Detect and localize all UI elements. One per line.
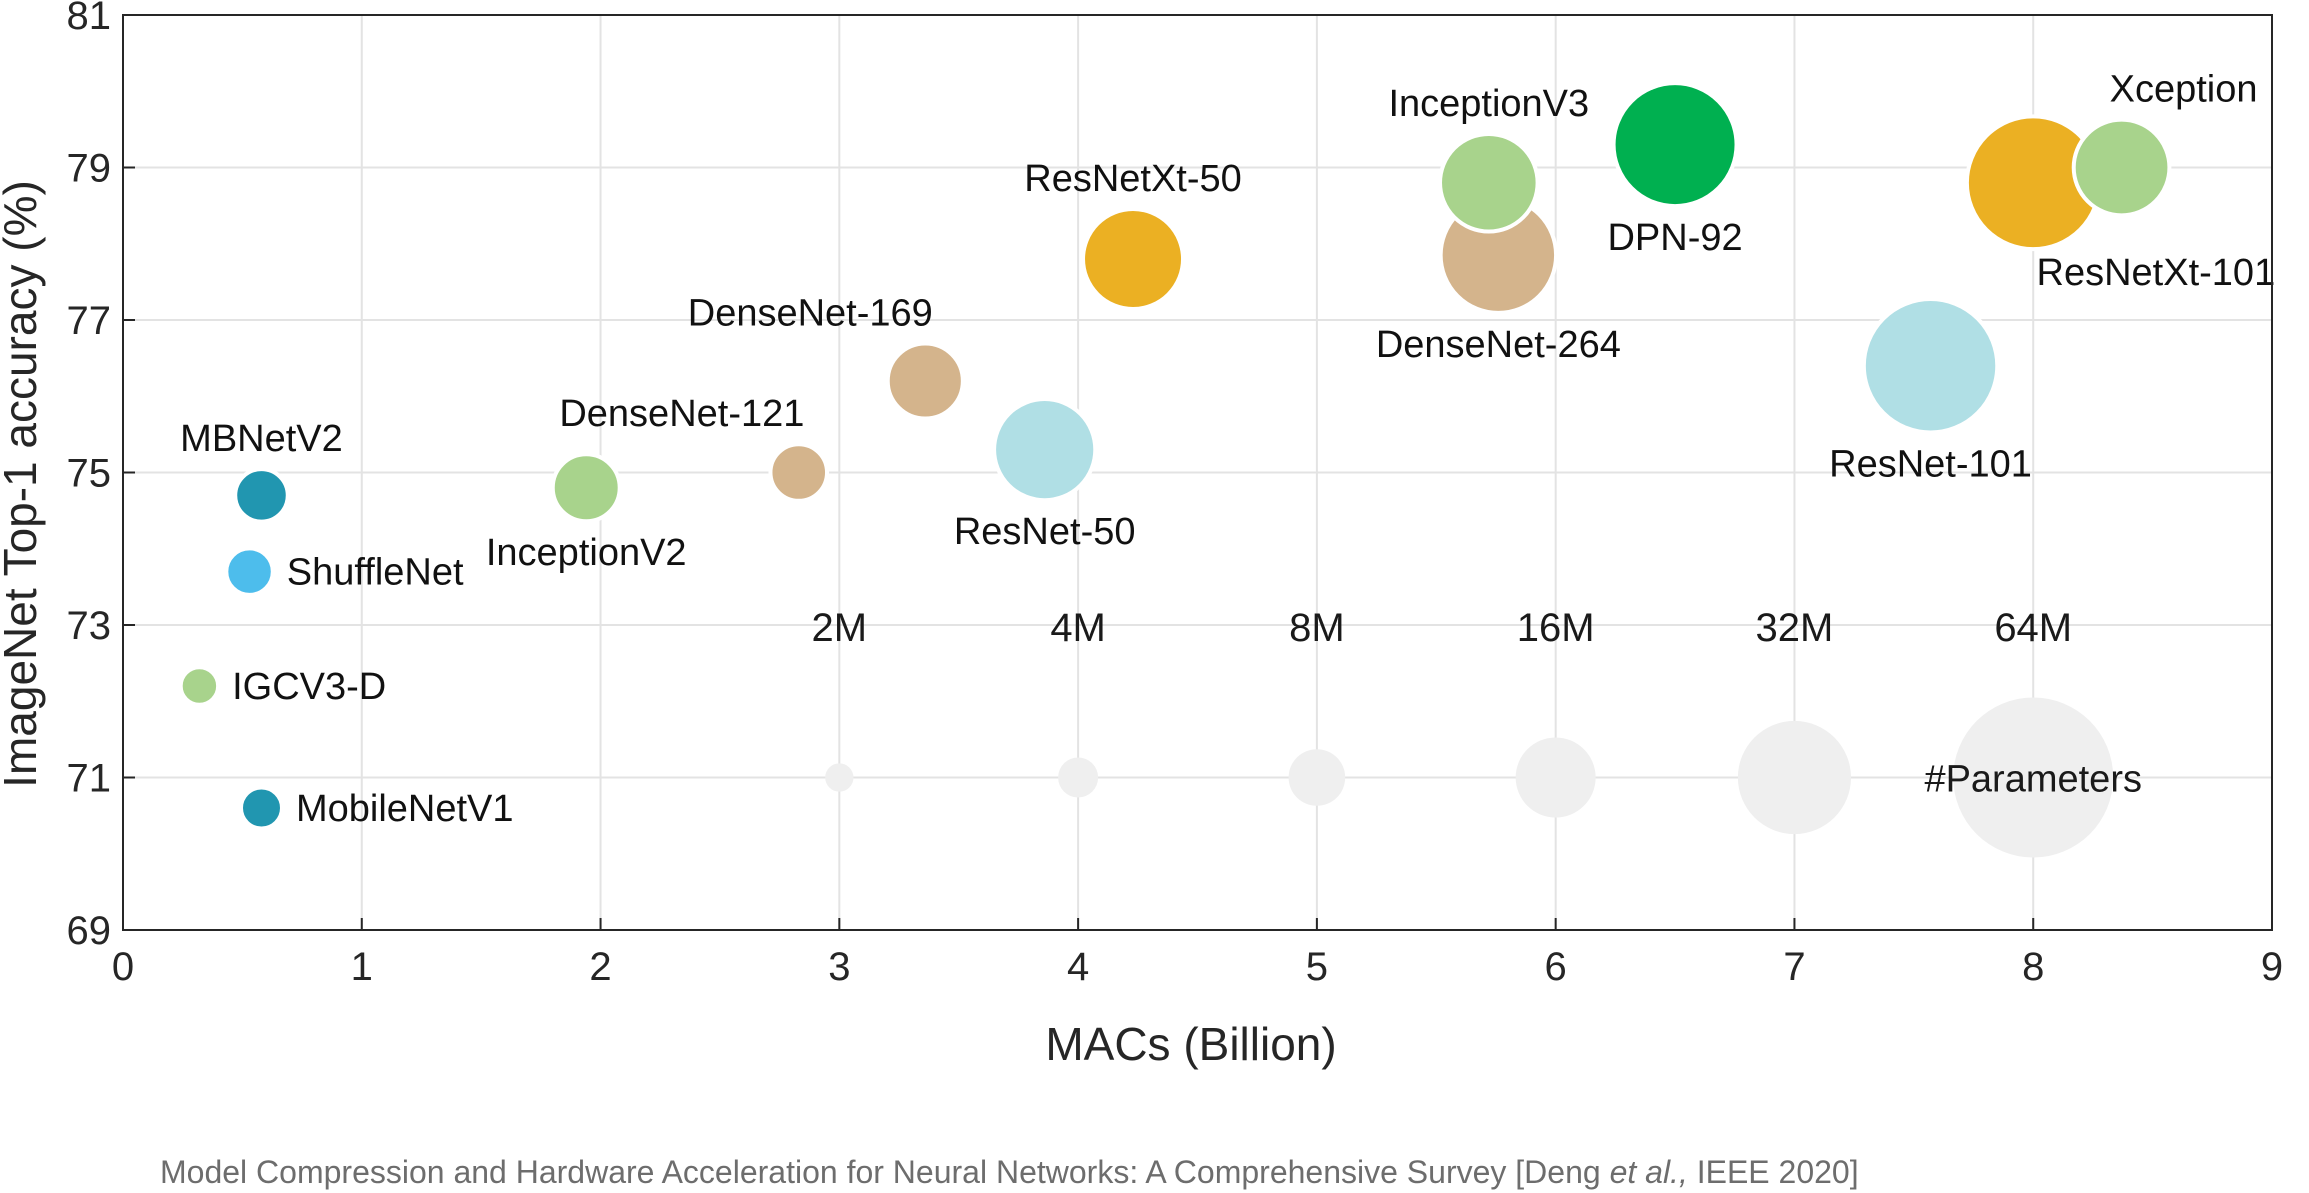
data-label: DenseNet-121: [559, 393, 804, 435]
legend-bubble: [1058, 757, 1099, 798]
legend-bubble: [1288, 749, 1346, 806]
data-label: ResNet-50: [954, 511, 1136, 553]
bubble-resnet-50: [992, 397, 1098, 503]
y-tick-label: 81: [67, 0, 112, 38]
y-tick-label: 73: [67, 604, 112, 648]
legend-size-label: 4M: [1050, 606, 1106, 650]
bubble-resnet-101: [1861, 297, 2000, 435]
x-axis-label: MACs (Billion): [1045, 1018, 1336, 1070]
y-tick-label: 77: [67, 299, 112, 343]
bubble-dpn-92: [1611, 81, 1739, 209]
bubble-inceptionv2: [550, 452, 622, 524]
y-tick-label: 75: [67, 452, 112, 496]
x-tick-label: 1: [351, 945, 373, 989]
bubble-resnetxt-50: [1081, 207, 1186, 311]
data-label: Xception: [2110, 69, 2258, 111]
y-axis-label: ImageNet Top-1 accuracy (%): [0, 180, 46, 788]
data-label: InceptionV3: [1388, 83, 1589, 125]
x-tick-label: 3: [828, 945, 850, 989]
x-tick-label: 0: [112, 945, 134, 989]
data-bubbles: [178, 81, 2172, 831]
size-legend: 2M 4M 8M 16M 32M 64M #Parameters: [812, 606, 2142, 858]
x-tick-label: 2: [589, 945, 611, 989]
data-label: ResNetXt-101: [2037, 252, 2276, 294]
bubble-densenet-169: [885, 341, 965, 421]
y-tick-label: 69: [67, 909, 112, 953]
legend-bubble: [1953, 697, 2114, 858]
x-tick-label: 5: [1306, 945, 1328, 989]
data-label: DenseNet-169: [688, 292, 933, 334]
legend-size-label: 8M: [1289, 606, 1345, 650]
bubble-mbnetv2: [233, 467, 290, 524]
caption-suffix: IEEE 2020]: [1687, 1154, 1859, 1190]
bubble-densenet-121: [768, 442, 830, 503]
data-label: MBNetV2: [180, 418, 343, 460]
legend-bubble: [1515, 737, 1596, 818]
x-tick-label: 6: [1545, 945, 1567, 989]
y-tick-label: 71: [67, 757, 112, 801]
data-label: ShuffleNet: [287, 552, 464, 594]
legend-title: #Parameters: [1924, 759, 2142, 801]
data-label: InceptionV2: [486, 532, 687, 574]
data-label: DPN-92: [1607, 217, 1742, 259]
legend-size-label: 16M: [1517, 606, 1595, 650]
legend-bubble: [825, 763, 854, 792]
bubble-xception: [2071, 117, 2172, 218]
x-tick-label: 8: [2022, 945, 2044, 989]
legend-size-label: 32M: [1756, 606, 1834, 650]
y-tick-label: 79: [67, 147, 112, 191]
bubble-igcv3-d: [178, 665, 221, 707]
bubble-inceptionv3: [1438, 131, 1540, 234]
data-label: DenseNet-264: [1376, 324, 1621, 366]
figure-caption: Model Compression and Hardware Accelerat…: [160, 1154, 1859, 1191]
x-tick-label: 7: [1783, 945, 1805, 989]
data-labels: MobileNetV1 IGCV3-D ShuffleNet MBNetV2 Incep…: [180, 69, 2275, 830]
axes: 0 1 2 3 4 5 6 7 8 9 69 71 73 75 77 79 81: [67, 0, 2284, 989]
bubble-mobilenetv1: [238, 785, 284, 831]
data-label: MobileNetV1: [296, 788, 514, 830]
caption-prefix: Model Compression and Hardware Accelerat…: [160, 1154, 1610, 1190]
data-label: IGCV3-D: [232, 666, 386, 708]
legend-size-label: 2M: [812, 606, 868, 650]
x-tick-label: 9: [2261, 945, 2283, 989]
legend-bubble: [1737, 720, 1852, 835]
caption-italic: et al.,: [1609, 1154, 1688, 1190]
bubble-shufflenet: [224, 546, 275, 597]
x-tick-label: 4: [1067, 945, 1089, 989]
data-label: ResNet-101: [1829, 443, 2032, 485]
legend-size-label: 64M: [1994, 606, 2072, 650]
data-label: ResNetXt-50: [1024, 158, 1242, 200]
